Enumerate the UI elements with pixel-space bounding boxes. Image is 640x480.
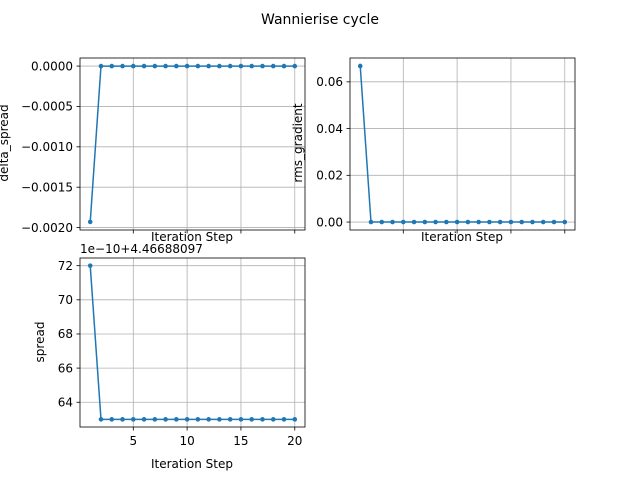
rms-gradient-axes-frame (349, 57, 576, 231)
delta-spread-data-point (281, 63, 287, 69)
spread-xlabel: Iteration Step (151, 457, 233, 471)
spread-data-point (120, 417, 125, 422)
spread-data-point (260, 417, 265, 422)
delta-spread-data-point (174, 63, 179, 69)
rms-gradient-data-point (476, 219, 481, 225)
rms-gradient-xlabel: Iteration Step (421, 230, 503, 244)
delta-spread-data-point (195, 63, 201, 69)
spread-data-point (130, 417, 136, 422)
spread-data-point (227, 417, 233, 422)
rms-gradient-data-point (433, 219, 438, 225)
delta-spread-y-tick-label: −0.0015 (21, 180, 73, 194)
delta-spread-data-point (238, 63, 244, 69)
delta-spread-plot: delta_spread Iteration Step −0.0020 −0.00… (0, 57, 306, 244)
rms-gradient-ylabel: rms_gradient (291, 103, 305, 183)
spread-data-point (270, 417, 276, 422)
delta-spread-data-point (120, 63, 125, 69)
rms-gradient-data-point (400, 219, 406, 225)
delta-spread-data-point (152, 63, 158, 69)
rms-gradient-plot-area (350, 58, 575, 230)
delta-spread-plot-area (80, 58, 305, 230)
spread-axes-frame (79, 257, 306, 428)
figure-title: Wannierise cycle (261, 12, 379, 28)
rms-gradient-y-tick-label: 0.04 (316, 122, 343, 136)
delta-spread-y-tick-label: −0.0020 (21, 221, 73, 235)
spread-data-point (98, 417, 104, 422)
rms-gradient-data-point (519, 219, 525, 225)
rms-gradient-data-point (454, 219, 460, 225)
delta-spread-data-point (184, 63, 190, 69)
delta-spread-xlabel: Iteration Step (151, 230, 233, 244)
rms-gradient-data-point (411, 219, 417, 225)
spread-offset-text: 1e−10+4.46688097 (80, 242, 203, 256)
rms-gradient-data-point (444, 219, 449, 225)
spread-data-point (174, 417, 179, 422)
spread-y-tick-label: 64 (58, 395, 73, 409)
delta-spread-data-point (249, 63, 255, 69)
rms-gradient-data-point (368, 219, 374, 225)
delta-spread-data-point (109, 63, 115, 69)
delta-spread-data-point (292, 63, 298, 69)
spread-x-tick-label: 5 (129, 434, 137, 448)
rms-gradient-y-tick-label: 0.06 (316, 75, 343, 89)
delta-spread-data-point (130, 63, 136, 69)
spread-data-point (292, 417, 298, 422)
spread-x-tick-label: 20 (287, 434, 302, 448)
spread-data-point (163, 417, 168, 422)
spread-data-point (195, 417, 201, 422)
spread-plot: spread Iteration Step 1e−10+4.46688097 5… (33, 242, 306, 471)
delta-spread-data-point (98, 63, 104, 69)
delta-spread-axes-frame (79, 57, 306, 231)
delta-spread-ylabel: delta_spread (0, 104, 11, 181)
delta-spread-data-point (260, 63, 265, 69)
spread-data-point (141, 417, 147, 422)
spread-y-tick-label: 70 (58, 293, 73, 307)
rms-gradient-data-point (390, 219, 395, 225)
rms-gradient-data-point (551, 219, 557, 225)
spread-y-tick-label: 66 (58, 361, 73, 375)
rms-gradient-data-point (562, 219, 568, 225)
rms-gradient-data-point (357, 63, 363, 69)
spread-data-point (109, 417, 115, 422)
delta-spread-data-point (141, 63, 147, 69)
rms-gradient-y-tick-label: 0.02 (316, 169, 343, 183)
spread-x-tick-label: 15 (233, 434, 248, 448)
delta-spread-data-point (270, 63, 276, 69)
spread-data-point (87, 263, 93, 268)
spread-data-point (281, 417, 287, 422)
spread-data-point (238, 417, 244, 422)
spread-data-point (249, 417, 255, 422)
spread-x-tick-label: 10 (179, 434, 194, 448)
delta-spread-y-tick-label: −0.0010 (21, 140, 73, 154)
spread-data-point (217, 417, 222, 422)
rms-gradient-data-point (422, 219, 428, 225)
rms-gradient-y-tick-label: 0.00 (316, 215, 343, 229)
spread-data-point (184, 417, 190, 422)
rms-gradient-data-point (540, 219, 546, 225)
delta-spread-data-point (206, 63, 211, 69)
delta-spread-y-tick-label: −0.0005 (21, 100, 73, 114)
spread-y-tick-label: 72 (58, 259, 73, 273)
delta-spread-y-tick-label: 0.0000 (31, 59, 73, 73)
rms-gradient-data-point (487, 219, 492, 225)
delta-spread-data-point (87, 219, 93, 225)
rms-gradient-plot: rms_gradient Iteration Step 0.00 0.02 0.04… (291, 57, 576, 244)
delta-spread-data-point (163, 63, 168, 69)
rms-gradient-data-point (530, 219, 535, 225)
rms-gradient-data-point (497, 219, 503, 225)
spread-data-point (206, 417, 211, 422)
rms-gradient-data-point (508, 219, 514, 225)
delta-spread-data-point (217, 63, 222, 69)
rms-gradient-data-point (465, 219, 471, 225)
rms-gradient-data-point (379, 219, 385, 225)
spread-data-point (152, 417, 158, 422)
spread-y-tick-label: 68 (58, 327, 73, 341)
delta-spread-data-point (227, 63, 233, 69)
spread-ylabel: spread (33, 322, 47, 363)
spread-plot-area (80, 258, 305, 427)
